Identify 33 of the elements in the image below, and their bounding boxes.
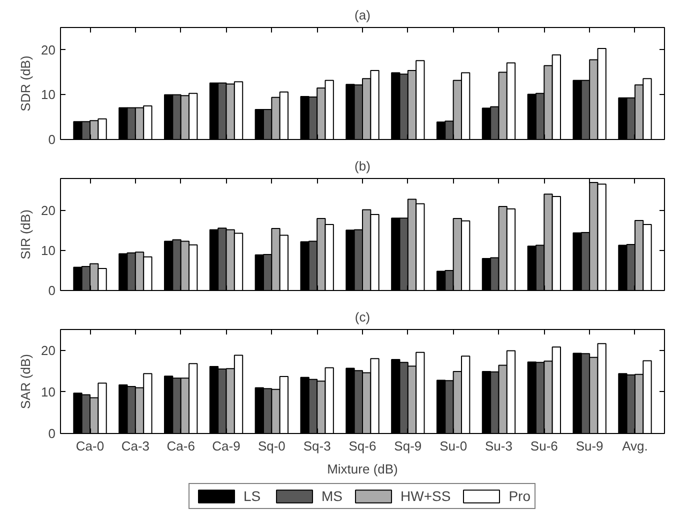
legend-label: Pro	[508, 488, 530, 504]
legend-label: HW+SS	[400, 488, 451, 504]
x-tick-label: Sq-6	[348, 438, 376, 454]
x-axis-title: Mixture (dB)	[327, 462, 398, 476]
y-tick-label: 0	[48, 426, 56, 441]
x-tick-label: Ca-6	[166, 438, 195, 454]
x-tick-label: Sq-3	[303, 438, 331, 454]
chart-title: (b)	[354, 158, 370, 174]
y-tick-label: 20	[41, 42, 56, 58]
x-tick-label: Su-3	[485, 438, 512, 454]
y-axis-title: SAR (dB)	[18, 354, 34, 409]
x-tick-label: Ca-0	[76, 438, 104, 454]
x-tick-label: Ca-3	[121, 438, 150, 454]
x-tick-label: Sq-9	[394, 438, 422, 454]
y-tick-label: 10	[41, 243, 56, 258]
y-tick-label: 0	[48, 283, 56, 298]
x-tick-label: Avg.	[622, 438, 648, 454]
y-axis-title: SDR (dB)	[18, 56, 34, 112]
y-tick-label: 20	[41, 203, 56, 218]
y-tick-label: 20	[41, 342, 56, 358]
y-axis-title: SIR (dB)	[18, 210, 34, 260]
x-tick-label: Su-6	[530, 438, 558, 454]
chart-title: (c)	[354, 310, 370, 324]
legend-label: MS	[322, 488, 343, 504]
x-tick-label: Su-9	[576, 438, 604, 454]
legend-label: LS	[244, 488, 262, 504]
x-tick-label: Ca-9	[212, 438, 240, 454]
x-tick-label: Sq-0	[258, 438, 286, 454]
y-tick-label: 0	[48, 132, 56, 147]
y-tick-label: 10	[41, 384, 56, 400]
x-tick-label: Su-0	[440, 438, 468, 454]
y-tick-label: 10	[41, 87, 56, 102]
chart-title: (a)	[354, 8, 370, 22]
